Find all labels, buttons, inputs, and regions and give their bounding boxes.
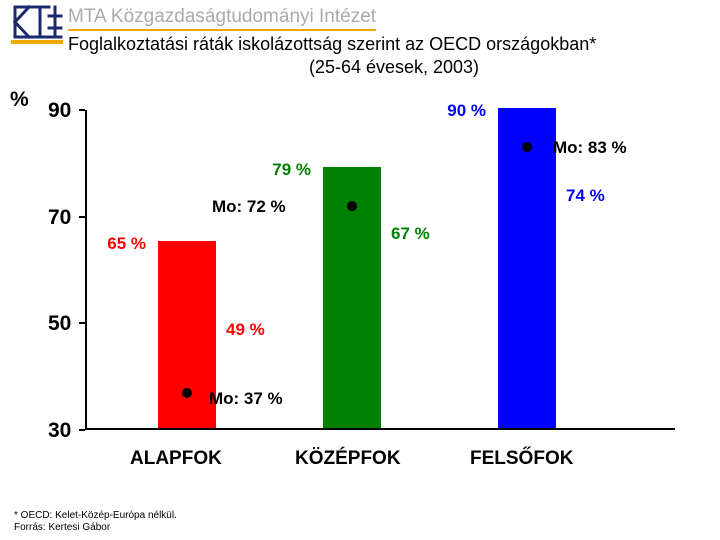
title-line-2: (25-64 évesek, 2003) bbox=[68, 56, 720, 79]
bar-value-label: 67 % bbox=[391, 224, 430, 244]
chart-title: Foglalkoztatási ráták iskolázottság szer… bbox=[68, 31, 720, 78]
plot-region: 65 %49 %79 %67 %90 %74 %Mo: 37 %Mo: 72 %… bbox=[85, 110, 675, 430]
footnote: * OECD: Kelet-Közép-Európa nélkül. Forrá… bbox=[14, 510, 177, 534]
mo-point bbox=[522, 142, 532, 152]
bar-value-label: 49 % bbox=[226, 320, 265, 340]
chart-area: % 30507090 65 %49 %79 %67 %90 %74 %Mo: 3… bbox=[40, 110, 700, 490]
mo-point-label: Mo: 37 % bbox=[209, 389, 283, 409]
chart-bar bbox=[498, 193, 556, 428]
y-axis-title: % bbox=[10, 88, 29, 112]
mo-point-label: Mo: 72 % bbox=[212, 197, 286, 217]
ktie-logo bbox=[11, 4, 63, 44]
y-tick-label: 90 bbox=[48, 99, 71, 123]
chart-bar bbox=[158, 327, 216, 428]
category-label: ALAPFOK bbox=[130, 448, 222, 470]
bar-value-label: 65 % bbox=[107, 234, 146, 254]
footnote-source: Forrás: Kertesi Gábor bbox=[14, 522, 177, 534]
category-label: KÖZÉPFOK bbox=[295, 448, 401, 470]
page-root: MTA Közgazdaságtudományi Intézet Foglalk… bbox=[0, 0, 720, 540]
footnote-oecd: * OECD: Kelet-Közép-Európa nélkül. bbox=[14, 510, 177, 522]
y-tick-label: 70 bbox=[48, 206, 71, 230]
category-label: FELSŐFOK bbox=[470, 448, 573, 470]
mo-point bbox=[347, 201, 357, 211]
y-tick-label: 50 bbox=[48, 312, 71, 336]
bar-value-label: 79 % bbox=[272, 160, 311, 180]
y-tick-label: 30 bbox=[48, 419, 71, 443]
mo-point-label: Mo: 83 % bbox=[553, 138, 627, 158]
bar-value-label: 90 % bbox=[447, 101, 486, 121]
header: MTA Közgazdaságtudományi Intézet Foglalk… bbox=[0, 0, 720, 78]
mo-point bbox=[182, 388, 192, 398]
chart-bar bbox=[323, 231, 381, 428]
institute-name: MTA Közgazdaságtudományi Intézet bbox=[68, 6, 376, 31]
title-line-1: Foglalkoztatási ráták iskolázottság szer… bbox=[68, 34, 596, 54]
bar-value-label: 74 % bbox=[566, 186, 605, 206]
